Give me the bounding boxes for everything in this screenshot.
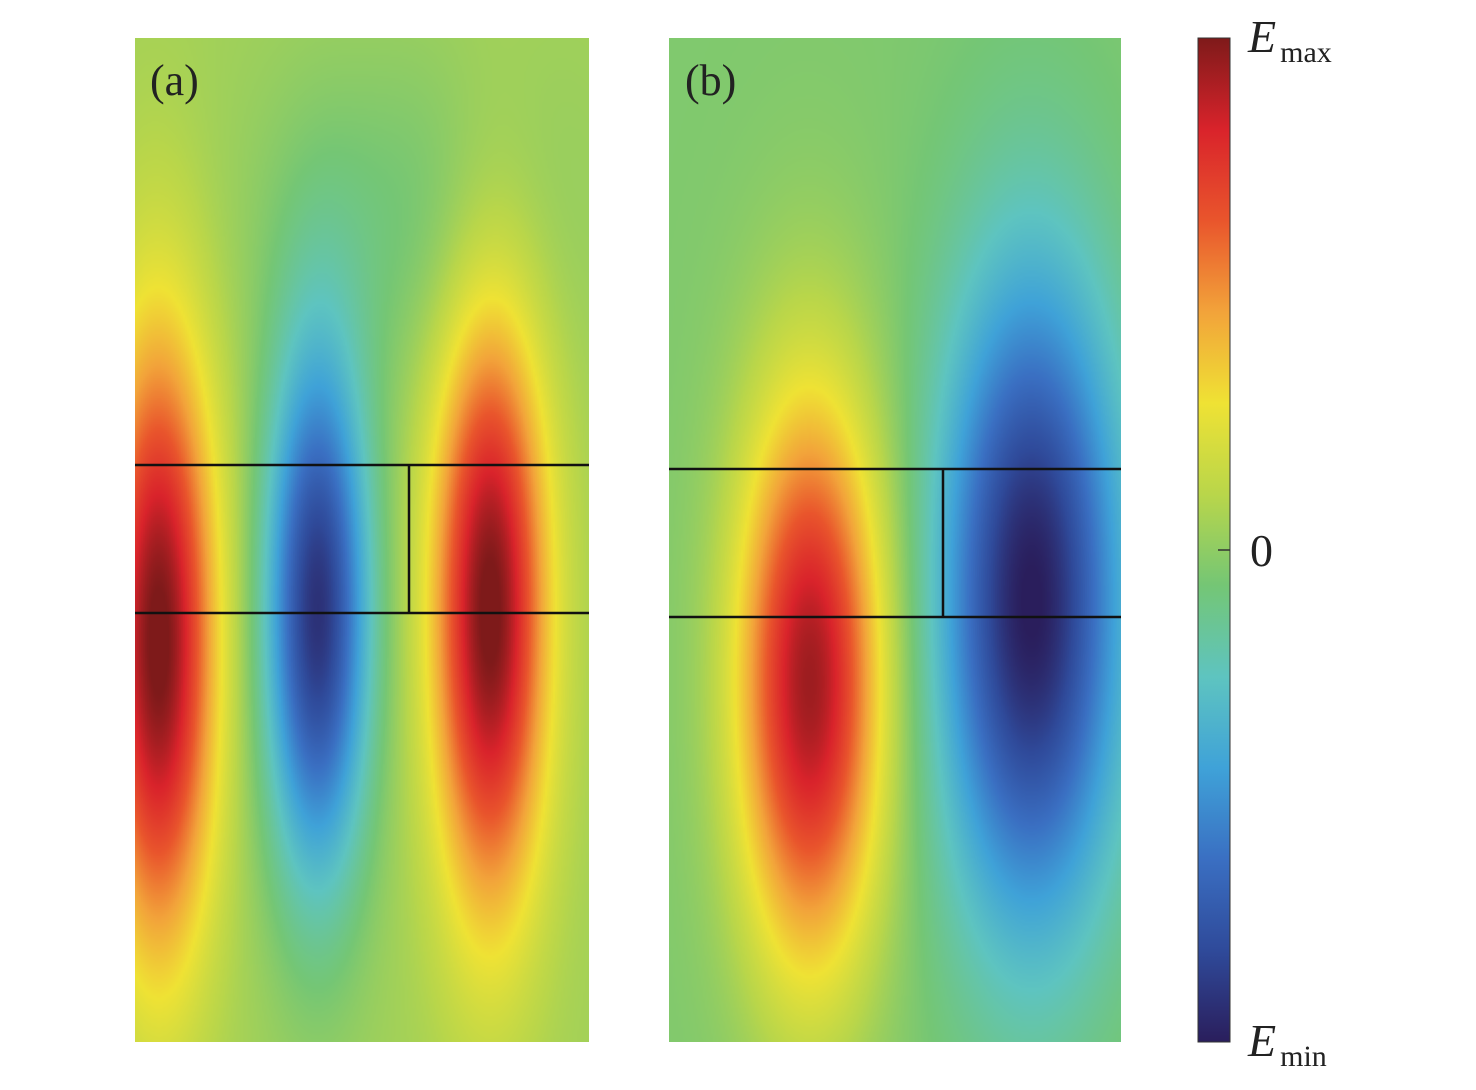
panel-b-label: (b) [685, 56, 736, 105]
panel-a-field [135, 38, 589, 1042]
panel-a: (a) [135, 38, 589, 1042]
colorbar-min-main: E [1247, 1015, 1276, 1066]
colorbar-zero-label: 0 [1250, 525, 1273, 576]
panel-b: (b) [669, 38, 1121, 1042]
panel-a-field-container [135, 38, 589, 1042]
panel-b-structure-lines [669, 467, 1121, 619]
colorbar-max-main: E [1247, 11, 1276, 62]
colorbar-gradient [1197, 37, 1231, 1043]
colorbar-max-sub: max [1280, 36, 1332, 69]
panel-a-label: (a) [150, 56, 199, 105]
panel-a-structure-lines [135, 463, 589, 615]
colorbar-min-sub: min [1280, 1040, 1327, 1073]
panel-b-field-container [669, 38, 1121, 1042]
panel-b-field [669, 38, 1121, 1042]
